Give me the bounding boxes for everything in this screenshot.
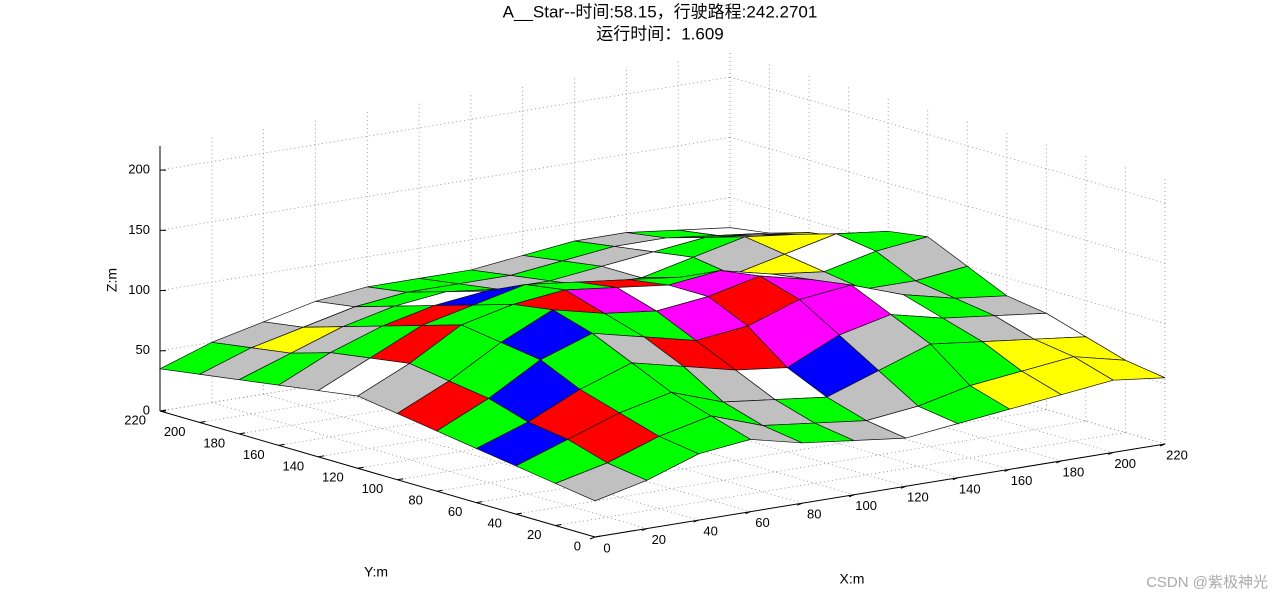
z-tick-label: 150 [128,222,150,237]
surface-cell [554,462,648,502]
x-tick [1159,443,1166,447]
x-axis-label: X:m [840,571,865,587]
x-tick [589,536,596,540]
x-tick [641,528,648,532]
y-tick [515,512,522,515]
z-tick-label: 50 [136,342,150,357]
x-tick [848,494,855,498]
y-tick [239,432,246,435]
x-tick [797,502,803,506]
watermark: CSDN @紫极神光 [1146,574,1268,591]
y-tick-label: 80 [408,493,422,508]
x-tick [745,511,751,515]
z-tick-label: 100 [128,282,150,297]
y-tick-label: 220 [124,412,146,427]
grid-line [159,197,731,291]
y-tick-label: 0 [574,538,581,553]
y-tick [436,489,443,492]
x-tick-label: 60 [755,515,769,530]
y-tick-label: 200 [164,424,186,439]
x-tick-label: 180 [1063,464,1085,479]
y-tick [318,455,325,458]
y-tick-label: 60 [448,504,462,519]
chart-title: 运行时间：1.609 [596,24,724,43]
x-tick-label: 140 [959,481,981,496]
x-tick-label: 20 [652,532,666,547]
y-tick [397,478,404,481]
chart-title: A__Star--时间:58.15，行驶路程:242.2701 [503,2,818,21]
grid-line [159,76,731,171]
y-tick-label: 140 [282,458,304,473]
y-tick [594,535,602,538]
x-tick-label: 160 [1011,473,1033,488]
x-tick-label: 0 [603,540,610,555]
y-axis-label: Y:m [364,564,388,580]
grid-line [515,420,1086,515]
x-tick-label: 200 [1114,456,1136,471]
y-tick [476,501,483,504]
x-tick [693,519,699,523]
x-tick-label: 120 [907,490,929,505]
x-tick [1056,460,1062,464]
z-tick-label: 200 [128,162,150,177]
y-tick [199,420,206,423]
x-axis [594,443,1166,538]
x-tick-label: 40 [703,524,717,539]
x-tick [1004,468,1010,472]
grid-line [555,432,1126,526]
y-tick [555,524,562,527]
z-axis-label: Z:m [104,268,120,292]
y-tick-label: 180 [203,435,225,450]
y-tick [278,443,285,446]
y-tick-label: 40 [487,516,501,531]
y-tick-label: 100 [362,481,384,496]
x-tick-label: 100 [855,498,877,513]
y-axis [159,410,596,538]
y-tick [357,466,364,469]
y-tick-label: 20 [527,527,541,542]
z-tick-label: 0 [143,402,150,417]
x-tick-label: 220 [1166,447,1188,462]
x-tick [952,477,958,481]
x-tick [1107,451,1114,455]
grid-line [159,136,731,231]
y-tick-label: 120 [322,470,344,485]
y-tick-label: 160 [243,447,265,462]
x-tick [900,485,907,489]
x-tick-label: 80 [807,507,821,522]
